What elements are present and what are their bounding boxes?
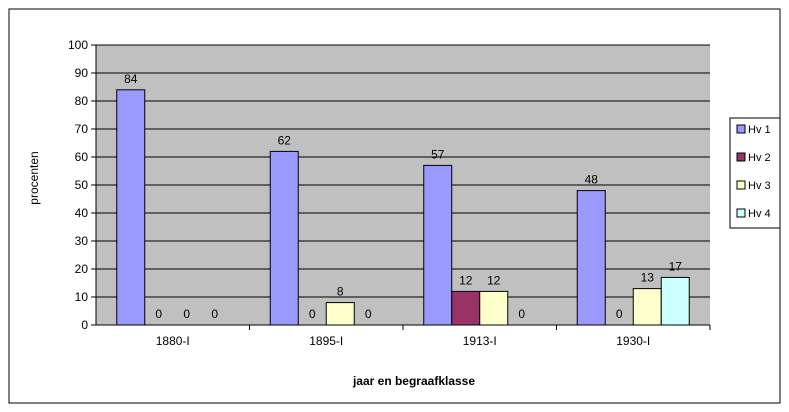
data-label: 8 bbox=[337, 285, 344, 299]
legend-label: Hv 3 bbox=[748, 180, 771, 192]
bars bbox=[116, 89, 690, 326]
data-label: 0 bbox=[616, 307, 623, 321]
data-label: 0 bbox=[211, 307, 218, 321]
legend-swatch bbox=[736, 208, 746, 218]
legend: Hv 1 Hv 2 Hv 3 Hv 4 bbox=[729, 117, 781, 229]
y-tick-label: 10 bbox=[75, 290, 89, 304]
y-tick-label: 40 bbox=[75, 206, 89, 220]
data-label: 0 bbox=[155, 307, 162, 321]
y-tick-label: 60 bbox=[75, 150, 89, 164]
data-label: 0 bbox=[518, 307, 525, 321]
legend-label: Hv 4 bbox=[748, 208, 771, 220]
legend-swatch bbox=[736, 124, 746, 134]
x-tick-label: 1895-I bbox=[309, 334, 343, 348]
x-tick-label: 1930-I bbox=[616, 334, 650, 348]
bar-hv-1-1895-i bbox=[269, 150, 299, 326]
bar-hv-2-1913-i bbox=[451, 290, 481, 326]
legend-swatch bbox=[736, 180, 746, 190]
y-tick-label: 100 bbox=[68, 38, 88, 52]
bar-hv-3-1913-i bbox=[479, 290, 509, 326]
data-label: 17 bbox=[669, 259, 683, 273]
bar-hv-3-1930-i bbox=[632, 288, 662, 326]
y-tick-label: 30 bbox=[75, 234, 89, 248]
y-tick-label: 50 bbox=[75, 178, 89, 192]
y-tick-label: 80 bbox=[75, 94, 89, 108]
data-label: 0 bbox=[365, 307, 372, 321]
x-tick-label: 1913-I bbox=[463, 334, 497, 348]
data-label: 0 bbox=[183, 307, 190, 321]
bar-hv-1-1913-i bbox=[423, 164, 453, 326]
y-tick-label: 0 bbox=[81, 318, 88, 332]
data-label: 62 bbox=[278, 133, 292, 147]
legend-swatch bbox=[736, 152, 746, 162]
y-axis-title: procenten bbox=[27, 151, 41, 204]
legend-label: Hv 1 bbox=[748, 124, 771, 136]
legend-label: Hv 2 bbox=[748, 152, 771, 164]
data-label: 12 bbox=[459, 273, 473, 287]
x-axis-title: jaar en begraafklasse bbox=[352, 374, 475, 388]
bar-hv-3-1895-i bbox=[325, 302, 355, 326]
data-label: 0 bbox=[309, 307, 316, 321]
data-label: 13 bbox=[641, 271, 655, 285]
y-tick-label: 70 bbox=[75, 122, 89, 136]
bar-hv-4-1930-i bbox=[660, 276, 690, 326]
grid-lines bbox=[96, 44, 710, 298]
bar-hv-1-1880-i bbox=[116, 89, 146, 326]
y-tick-label: 20 bbox=[75, 262, 89, 276]
data-label: 84 bbox=[124, 72, 138, 86]
data-label: 48 bbox=[585, 173, 599, 187]
data-label: 12 bbox=[487, 273, 501, 287]
data-labels: 84 0 0 0 62 0 8 0 57 12 12 0 48 0 13 17 bbox=[124, 72, 682, 321]
x-tick-label: 1880-I bbox=[156, 334, 190, 348]
data-label: 57 bbox=[431, 147, 445, 161]
y-tick-label: 90 bbox=[75, 66, 89, 80]
bar-hv-1-1930-i bbox=[576, 190, 606, 326]
